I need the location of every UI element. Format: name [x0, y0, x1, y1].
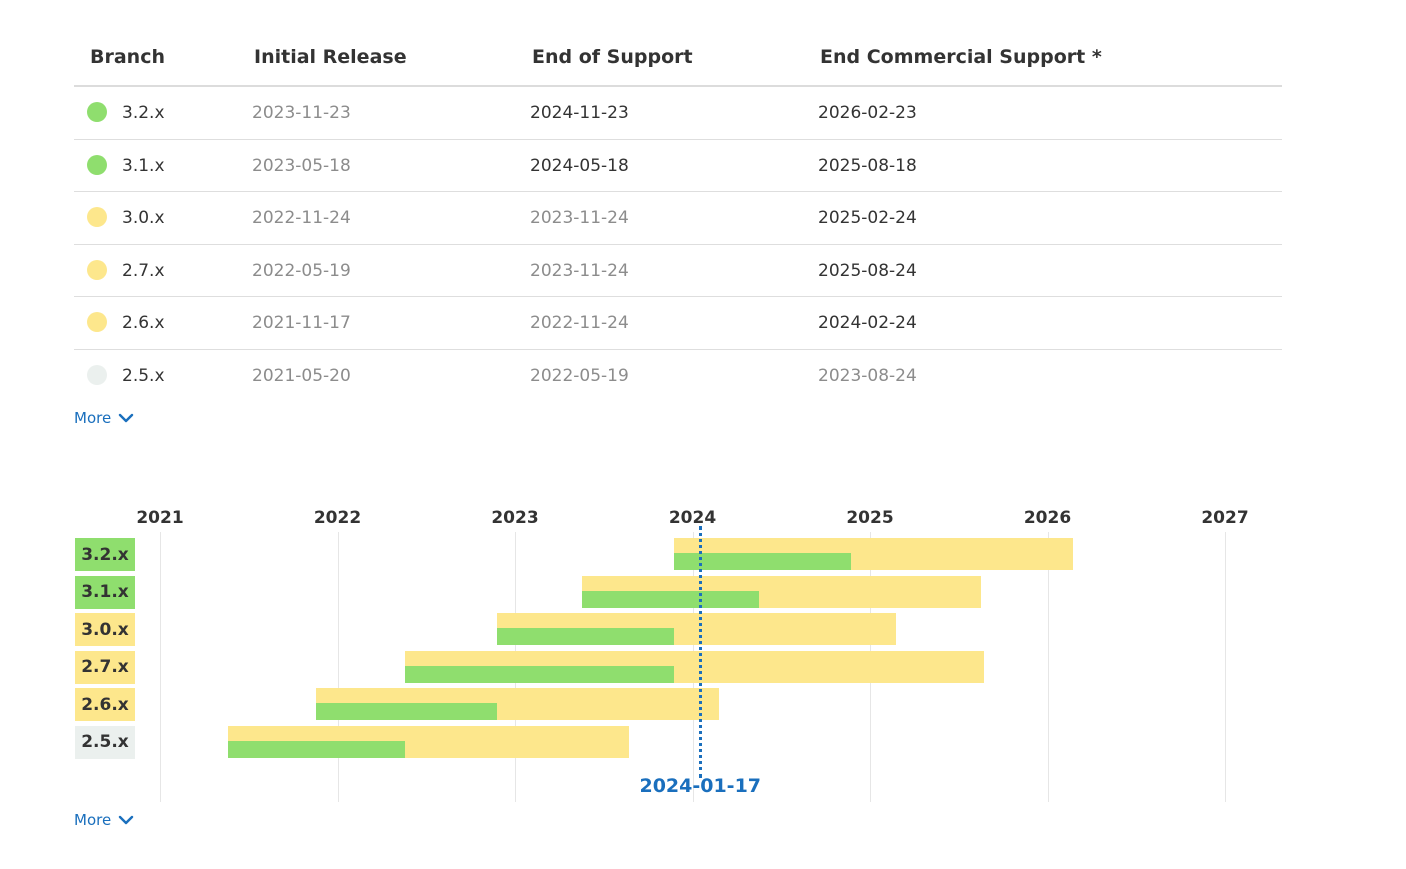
end-of-support-date: 2022-05-19	[530, 365, 629, 386]
initial-release-date: 2023-05-18	[252, 155, 351, 176]
status-dot-icon	[87, 207, 107, 228]
end-of-support-date: 2024-05-18	[530, 155, 629, 176]
status-dot-icon	[87, 259, 107, 280]
end-of-support-date: 2022-11-24	[530, 313, 629, 334]
end-commercial-support-date: 2025-02-24	[818, 208, 917, 229]
year-label: 2026	[1023, 508, 1072, 528]
today-marker-line	[698, 526, 702, 778]
end-commercial-support-date: 2023-08-24	[818, 365, 917, 386]
support-table: Branch Initial Release End of Support En…	[74, 32, 1282, 403]
timeline-more-link[interactable]: More	[74, 811, 134, 829]
table-row: 2.6.x 2021-11-17 2022-11-24 2024-02-24	[74, 297, 1282, 350]
table-row: 3.1.x 2023-05-18 2024-05-18 2025-08-18	[74, 140, 1282, 193]
year-gridline	[1225, 532, 1226, 802]
oss-support-bar	[581, 590, 760, 608]
status-dot-icon	[87, 102, 107, 122]
year-label: 2025	[846, 508, 894, 528]
branch-name: 3.1.x	[122, 155, 165, 176]
chevron-down-icon	[118, 413, 134, 423]
table-row: 3.2.x 2023-11-23 2024-11-23 2026-02-23	[74, 87, 1282, 140]
timeline-branch-label: 3.1.x	[75, 575, 135, 609]
branch-name: 2.6.x	[122, 313, 165, 334]
end-of-support-date: 2024-11-23	[530, 103, 629, 123]
oss-support-bar	[673, 553, 852, 570]
end-commercial-support-date: 2024-02-24	[818, 313, 917, 334]
year-label: 2023	[491, 508, 539, 528]
initial-release-date: 2023-11-23	[252, 103, 351, 123]
status-dot-icon	[87, 364, 107, 385]
chevron-down-icon	[118, 815, 134, 825]
table-more-link[interactable]: More	[74, 409, 134, 427]
end-commercial-support-date: 2025-08-24	[818, 260, 917, 281]
table-row: 2.7.x 2022-05-19 2023-11-24 2025-08-24	[74, 245, 1282, 298]
timeline-more-label: More	[74, 811, 112, 829]
initial-release-date: 2022-05-19	[252, 260, 351, 281]
header-initial-release: Initial Release	[254, 46, 407, 68]
branch-name: 3.2.x	[122, 103, 165, 123]
end-commercial-support-date: 2026-02-23	[818, 103, 917, 123]
table-row: 2.5.x 2021-05-20 2022-05-19 2023-08-24	[74, 350, 1282, 403]
initial-release-date: 2021-11-17	[252, 313, 351, 334]
end-of-support-date: 2023-11-24	[530, 208, 629, 229]
support-timeline: 2021 2022 2023 2024 2025 2026 2027 3.2.x 3.1.x 3.…	[0, 500, 1406, 810]
initial-release-date: 2022-11-24	[252, 208, 351, 229]
year-label: 2021	[136, 508, 184, 528]
initial-release-date: 2021-05-20	[252, 365, 351, 386]
oss-support-bar	[496, 628, 675, 645]
table-body: 3.2.x 2023-11-23 2024-11-23 2026-02-23 3.1.x…	[74, 87, 1282, 403]
end-of-support-date: 2023-11-24	[530, 260, 629, 281]
year-label: 2024	[668, 508, 717, 528]
today-date-label: 2024-01-17	[639, 775, 762, 797]
oss-support-bar	[315, 703, 497, 720]
header-end-commercial-support: End Commercial Support *	[820, 46, 1102, 68]
year-gridline	[160, 532, 161, 802]
timeline-branch-label: 2.5.x	[75, 725, 135, 759]
timeline-branch-label: 2.6.x	[75, 688, 135, 721]
year-label: 2027	[1201, 508, 1249, 528]
table-row: 3.0.x 2022-11-24 2023-11-24 2025-02-24	[74, 192, 1282, 245]
header-end-of-support: End of Support	[532, 46, 693, 68]
header-branch: Branch	[90, 46, 165, 68]
timeline-branch-label: 3.2.x	[75, 538, 135, 571]
branch-name: 3.0.x	[122, 208, 165, 229]
branch-name: 2.7.x	[122, 260, 165, 281]
oss-support-bar	[227, 740, 405, 758]
status-dot-icon	[87, 312, 107, 333]
end-commercial-support-date: 2025-08-18	[818, 155, 917, 176]
timeline-branch-label: 3.0.x	[75, 613, 135, 646]
oss-support-bar	[404, 665, 675, 683]
table-header: Branch Initial Release End of Support En…	[74, 32, 1282, 87]
year-gridline	[1047, 532, 1049, 802]
status-dot-icon	[87, 154, 107, 175]
timeline-branch-label: 2.7.x	[75, 650, 135, 684]
branch-name: 2.5.x	[122, 365, 165, 386]
year-label: 2022	[313, 508, 362, 528]
year-gridline	[337, 532, 339, 802]
table-more-label: More	[74, 409, 112, 427]
